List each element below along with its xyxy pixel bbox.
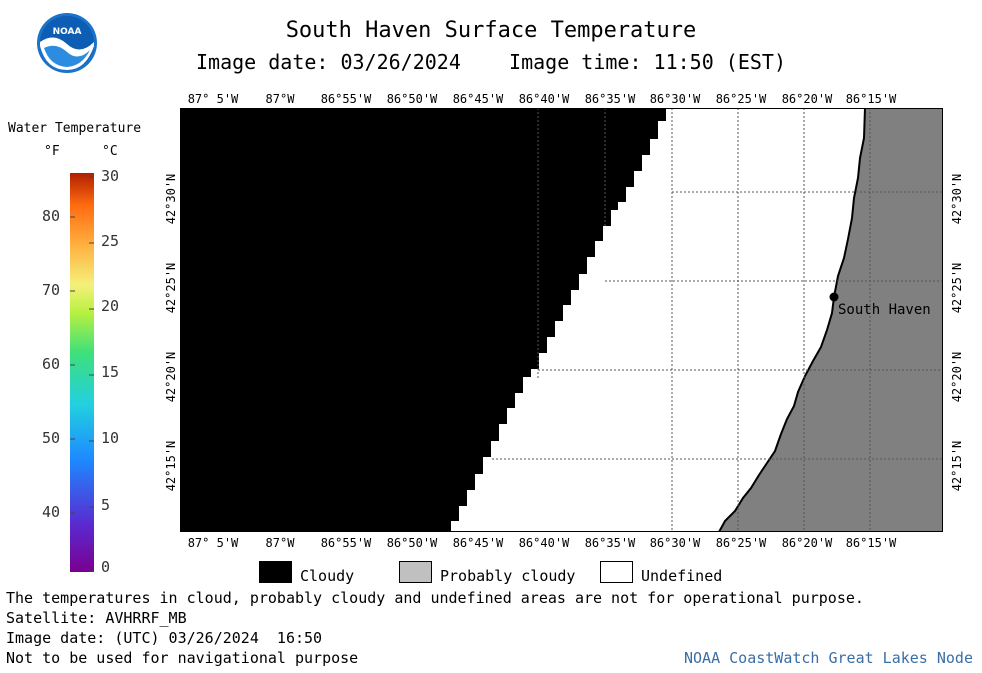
lon-label: 86°55'W bbox=[320, 92, 372, 106]
city-label: South Haven bbox=[838, 302, 931, 318]
lon-label: 86°20'W bbox=[781, 92, 833, 106]
page-title: South Haven Surface Temperature bbox=[285, 18, 697, 43]
satellite-text: Satellite: AVHRRF_MB bbox=[6, 609, 187, 627]
lon-label: 86°20'W bbox=[781, 536, 833, 550]
lon-label: 86°50'W bbox=[386, 536, 438, 550]
lat-label: 42°30'N bbox=[950, 173, 964, 225]
unit-fahrenheit: °F bbox=[44, 144, 60, 159]
lon-label: 86°40'W bbox=[518, 92, 570, 106]
c-tick: 15 bbox=[101, 363, 120, 381]
temperature-map bbox=[180, 107, 943, 533]
lon-label: 86°40'W bbox=[518, 536, 570, 550]
probably-cloudy-swatch bbox=[399, 561, 432, 583]
f-tick: 60 bbox=[41, 355, 60, 373]
lat-label: 42°20'N bbox=[950, 351, 964, 403]
c-tick: 0 bbox=[101, 558, 111, 576]
f-tick: 80 bbox=[41, 207, 60, 225]
unit-celsius: °C bbox=[102, 144, 118, 159]
noaa-logo: NOAA bbox=[36, 12, 98, 74]
utc-date-text: Image date: (UTC) 03/26/2024 16:50 bbox=[6, 629, 323, 647]
city-marker bbox=[829, 292, 839, 302]
f-tick: 50 bbox=[41, 429, 60, 447]
lon-label: 87° 5'W bbox=[187, 92, 239, 106]
c-tick: 10 bbox=[101, 429, 120, 447]
graticule bbox=[492, 108, 943, 532]
lon-label: 87°W bbox=[265, 92, 295, 106]
lon-label: 86°30'W bbox=[649, 92, 701, 106]
cloudy-label: Cloudy bbox=[300, 567, 355, 585]
lon-label: 86°50'W bbox=[386, 92, 438, 106]
lat-label: 42°20'N bbox=[164, 351, 178, 403]
f-tick: 40 bbox=[41, 503, 60, 521]
land-region bbox=[719, 108, 943, 532]
cloudy-region bbox=[180, 108, 666, 532]
lon-label: 86°45'W bbox=[452, 536, 504, 550]
image-datetime: Image date: 03/26/2024 Image time: 11:50… bbox=[195, 50, 786, 74]
c-tick: 30 bbox=[101, 167, 120, 185]
undefined-label: Undefined bbox=[641, 567, 723, 585]
cloudy-swatch bbox=[259, 561, 292, 583]
lon-label: 86°25'W bbox=[715, 536, 767, 550]
credit-link: NOAA CoastWatch Great Lakes Node bbox=[684, 649, 973, 667]
coastline bbox=[718, 107, 866, 533]
c-tick: 5 bbox=[101, 496, 111, 514]
lon-label: 86°35'W bbox=[584, 536, 636, 550]
c-tick: 20 bbox=[101, 297, 120, 315]
lon-label: 86°15'W bbox=[845, 536, 897, 550]
lon-label: 86°35'W bbox=[584, 92, 636, 106]
temperature-colorbar bbox=[70, 173, 94, 572]
lat-label: 42°25'N bbox=[164, 262, 178, 314]
nav-warning-text: Not to be used for navigational purpose bbox=[6, 649, 359, 667]
lon-label: 87° 5'W bbox=[187, 536, 239, 550]
undefined-swatch bbox=[600, 561, 633, 583]
c-tick: 25 bbox=[101, 232, 120, 250]
lat-label: 42°30'N bbox=[164, 173, 178, 225]
f-tick: 70 bbox=[41, 281, 60, 299]
disclaimer-text: The temperatures in cloud, probably clou… bbox=[6, 589, 864, 607]
lat-label: 42°15'N bbox=[164, 440, 178, 492]
lat-label: 42°15'N bbox=[950, 440, 964, 492]
lon-label: 87°W bbox=[265, 536, 295, 550]
probably-cloudy-label: Probably cloudy bbox=[440, 567, 576, 585]
legend-title: Water Temperature bbox=[8, 121, 142, 136]
lon-label: 86°15'W bbox=[845, 92, 897, 106]
lon-label: 86°25'W bbox=[715, 92, 767, 106]
lon-label: 86°45'W bbox=[452, 92, 504, 106]
lon-label: 86°55'W bbox=[320, 536, 372, 550]
svg-text:NOAA: NOAA bbox=[53, 27, 82, 37]
lon-label: 86°30'W bbox=[649, 536, 701, 550]
lat-label: 42°25'N bbox=[950, 262, 964, 314]
